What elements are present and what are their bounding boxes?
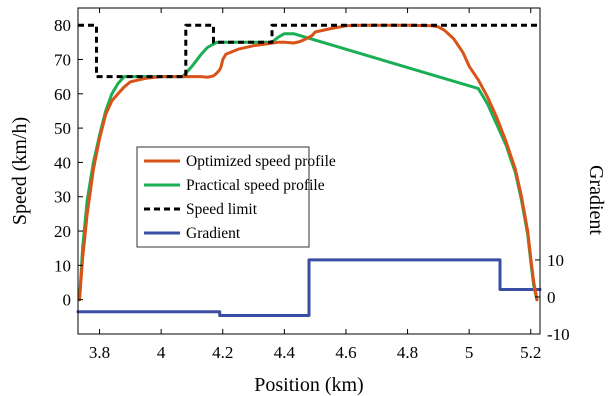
y-axis-title-right: Gradient <box>585 165 607 235</box>
legend-label-practical: Practical speed profile <box>186 177 325 194</box>
series-line-speed-limit <box>78 23 540 79</box>
y-right-tick-label: 0 <box>547 288 556 307</box>
legend-label-speed-limit: Speed limit <box>186 201 258 218</box>
legend: Optimized speed profile Practical speed … <box>136 146 336 248</box>
y-left-tick-label: 80 <box>54 16 71 35</box>
x-tick-label: 5.2 <box>520 343 541 362</box>
x-axis-title: Position (km) <box>254 374 363 396</box>
y-left-tick-label: 70 <box>54 50 71 69</box>
y-right-tick-label: -10 <box>547 325 570 344</box>
y-left-tick-label: 0 <box>63 291 72 310</box>
legend-label-gradient: Gradient <box>186 225 241 242</box>
y-left-tick-label: 40 <box>54 153 71 172</box>
x-tick-label: 4.4 <box>274 343 296 362</box>
plot-lines <box>76 23 542 317</box>
x-tick-label: 4.6 <box>335 343 356 362</box>
x-tick-label: 3.8 <box>89 343 110 362</box>
y-left-tick-label: 60 <box>54 85 71 104</box>
x-tick-label: 5 <box>465 343 474 362</box>
y-left-tick-label: 50 <box>54 119 71 138</box>
y-left-tick-label: 20 <box>54 222 71 241</box>
x-tick-label: 4 <box>157 343 166 362</box>
x-tick-label: 4.2 <box>212 343 233 362</box>
y-left-tick-label: 30 <box>54 188 71 207</box>
legend-label-optimized: Optimized speed profile <box>186 153 336 170</box>
series-line-gradient <box>76 258 542 317</box>
legend-box <box>136 146 310 248</box>
y-right-tick-label: 10 <box>547 251 564 270</box>
axis-ticks: 3.8 4 4.2 4.4 4.6 4.8 5 5.2 0 10 20 30 40 50 60 70 80 -10… <box>54 8 570 362</box>
x-tick-label: 4.8 <box>397 343 418 362</box>
plot-area-frame <box>77 7 541 335</box>
series-line-optimized <box>78 23 539 302</box>
y-axis-title-left: Speed (km/h) <box>9 117 31 225</box>
y-left-tick-label: 10 <box>54 256 71 275</box>
